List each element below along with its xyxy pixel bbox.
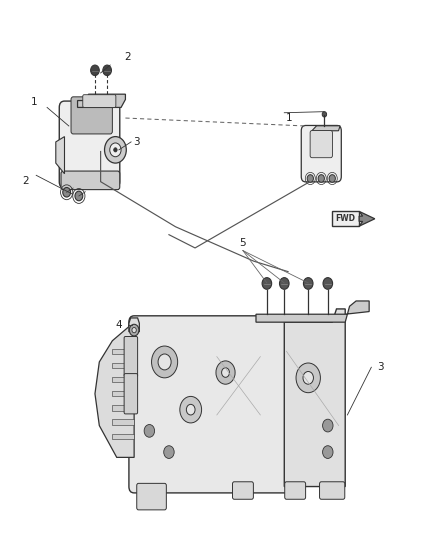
Circle shape bbox=[296, 363, 321, 393]
FancyBboxPatch shape bbox=[320, 482, 345, 499]
Polygon shape bbox=[113, 433, 134, 439]
Polygon shape bbox=[95, 322, 134, 457]
FancyBboxPatch shape bbox=[332, 212, 359, 226]
Polygon shape bbox=[113, 377, 134, 382]
Polygon shape bbox=[284, 309, 345, 487]
Polygon shape bbox=[56, 136, 64, 174]
Text: 2: 2 bbox=[22, 175, 28, 185]
Circle shape bbox=[329, 175, 336, 182]
Text: 1: 1 bbox=[285, 113, 292, 123]
Circle shape bbox=[322, 419, 333, 432]
Circle shape bbox=[105, 136, 126, 163]
Circle shape bbox=[63, 188, 71, 197]
Circle shape bbox=[322, 112, 327, 117]
Circle shape bbox=[216, 361, 235, 384]
Polygon shape bbox=[256, 301, 369, 322]
Circle shape bbox=[114, 148, 117, 152]
FancyBboxPatch shape bbox=[83, 95, 116, 108]
Text: 4: 4 bbox=[116, 320, 122, 330]
Circle shape bbox=[129, 324, 139, 336]
Circle shape bbox=[262, 278, 272, 289]
Circle shape bbox=[110, 143, 121, 157]
Polygon shape bbox=[129, 318, 139, 332]
Circle shape bbox=[279, 278, 289, 289]
Polygon shape bbox=[113, 349, 134, 354]
Circle shape bbox=[222, 368, 230, 377]
FancyBboxPatch shape bbox=[129, 316, 292, 493]
FancyBboxPatch shape bbox=[310, 131, 332, 158]
FancyBboxPatch shape bbox=[137, 483, 166, 510]
Polygon shape bbox=[78, 94, 125, 108]
Polygon shape bbox=[113, 419, 134, 425]
Circle shape bbox=[144, 424, 155, 437]
Polygon shape bbox=[113, 363, 134, 368]
Circle shape bbox=[322, 446, 333, 458]
FancyBboxPatch shape bbox=[301, 125, 341, 182]
Circle shape bbox=[91, 65, 99, 76]
FancyBboxPatch shape bbox=[61, 171, 120, 190]
Text: 2: 2 bbox=[124, 52, 131, 62]
Circle shape bbox=[180, 397, 201, 423]
Circle shape bbox=[152, 346, 178, 378]
Text: 1: 1 bbox=[31, 97, 37, 107]
Text: 5: 5 bbox=[240, 238, 246, 248]
Polygon shape bbox=[359, 212, 375, 226]
FancyBboxPatch shape bbox=[71, 97, 113, 134]
Polygon shape bbox=[113, 391, 134, 397]
FancyBboxPatch shape bbox=[59, 101, 120, 188]
Circle shape bbox=[164, 446, 174, 458]
Text: 3: 3 bbox=[377, 362, 383, 372]
Circle shape bbox=[307, 175, 314, 182]
Circle shape bbox=[318, 175, 325, 182]
Polygon shape bbox=[312, 126, 340, 131]
FancyBboxPatch shape bbox=[285, 482, 306, 499]
FancyBboxPatch shape bbox=[124, 374, 138, 414]
Circle shape bbox=[75, 191, 83, 201]
Polygon shape bbox=[113, 405, 134, 410]
Circle shape bbox=[323, 278, 332, 289]
Circle shape bbox=[186, 405, 195, 415]
Text: FWD: FWD bbox=[336, 214, 356, 223]
FancyBboxPatch shape bbox=[233, 482, 253, 499]
Circle shape bbox=[132, 327, 136, 333]
Circle shape bbox=[303, 372, 314, 384]
Circle shape bbox=[158, 354, 171, 370]
Circle shape bbox=[304, 278, 313, 289]
Circle shape bbox=[103, 65, 112, 76]
Text: 3: 3 bbox=[133, 137, 140, 147]
FancyBboxPatch shape bbox=[124, 336, 138, 377]
